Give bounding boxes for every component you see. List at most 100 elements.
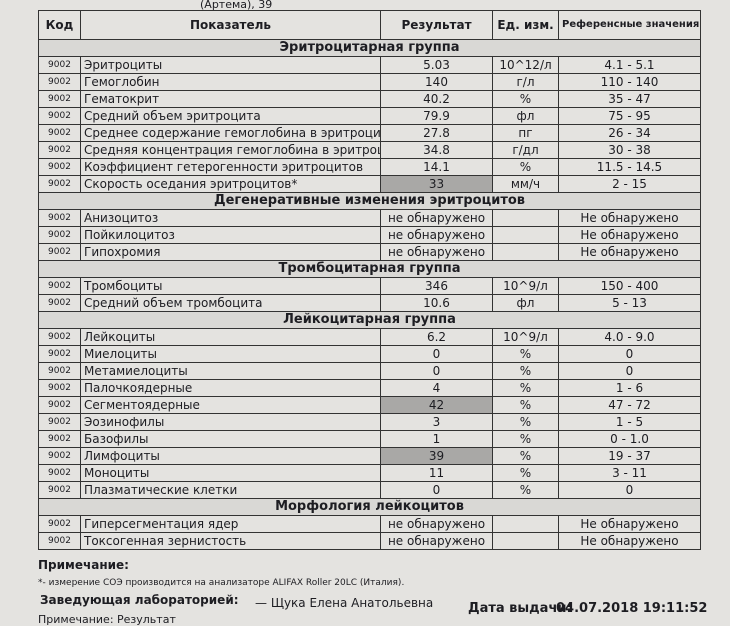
code: 9002 (38, 481, 81, 499)
code: 9002 (38, 447, 81, 465)
indicator: Эозинофилы (80, 413, 381, 431)
result-row: 9002 Гематокрит 40.2% 35 - 47 (38, 90, 701, 108)
code: 9002 (38, 277, 81, 295)
result: 14.1 (380, 158, 493, 176)
column-header: Результат (380, 10, 493, 40)
code: 9002 (38, 430, 81, 448)
unit: % (492, 430, 559, 448)
reference: Не обнаружено (558, 209, 701, 227)
indicator: Токсогенная зернистость (80, 532, 381, 550)
code: 9002 (38, 464, 81, 482)
unit: г/дл (492, 141, 559, 159)
indicator: Тромбоциты (80, 277, 381, 295)
result: 40.2 (380, 90, 493, 108)
result: не обнаружено (380, 515, 493, 533)
reference: Не обнаружено (558, 243, 701, 261)
indicator: Коэффициент гетерогенности эритроцитов (80, 158, 381, 176)
code: 9002 (38, 124, 81, 142)
unit: мм/ч (492, 175, 559, 193)
column-header: Ед. изм. (492, 10, 559, 40)
result: 42 (380, 396, 493, 414)
section-row: Эритроцитарная группа (38, 39, 701, 57)
unit: фл (492, 107, 559, 125)
code: 9002 (38, 379, 81, 397)
reference: 4.1 - 5.1 (558, 56, 701, 74)
indicator: Скорость оседания эритроцитов* (80, 175, 381, 193)
indicator: Эритроциты (80, 56, 381, 74)
code: 9002 (38, 413, 81, 431)
code: 9002 (38, 362, 81, 380)
unit: % (492, 362, 559, 380)
unit (492, 226, 559, 244)
reference: 0 (558, 345, 701, 363)
code: 9002 (38, 532, 81, 550)
indicator: Гематокрит (80, 90, 381, 108)
result-row: 9002 Тромбоциты 346 10^9/л 150 - 400 (38, 277, 701, 295)
result-row: 9002 Анизоцитоз не обнаружено Не обнаружено (38, 209, 701, 227)
result: 0 (380, 345, 493, 363)
code: 9002 (38, 175, 81, 193)
reference: 30 - 38 (558, 141, 701, 159)
reference: 5 - 13 (558, 294, 701, 312)
indicator: Средний объем тромбоцита (80, 294, 381, 312)
indicator: Палочкоядерные (80, 379, 381, 397)
unit: г/л (492, 73, 559, 91)
result-row: 9002 Палочкоядерные 4% 1 - 6 (38, 379, 701, 397)
code: 9002 (38, 56, 81, 74)
note-label: Примечание: (38, 558, 129, 572)
indicator: Гиперсегментация ядер (80, 515, 381, 533)
result-row: 9002 Коэффициент гетерогенности эритроцит… (38, 158, 701, 176)
result-row: 9002 Сегментоядерные 42% 47 - 72 (38, 396, 701, 414)
unit: % (492, 447, 559, 465)
reference: 11.5 - 14.5 (558, 158, 701, 176)
section-title: Лейкоцитарная группа (38, 311, 701, 329)
unit (492, 209, 559, 227)
result-row: 9002 Скорость оседания эритроцитов* 33 мм/ч… (38, 175, 701, 193)
indicator: Лейкоциты (80, 328, 381, 346)
result: 27.8 (380, 124, 493, 142)
head-name: — Щука Елена Анатольевна (255, 596, 434, 610)
column-header: Референсные значения (558, 10, 701, 40)
unit: % (492, 396, 559, 414)
indicator: Гемоглобин (80, 73, 381, 91)
unit: % (492, 464, 559, 482)
reference: 35 - 47 (558, 90, 701, 108)
table-body: Эритроцитарная группа 9002 Эритроциты 5.03 1… (38, 39, 701, 550)
result: 11 (380, 464, 493, 482)
unit (492, 243, 559, 261)
unit: 10^9/л (492, 328, 559, 346)
result: 346 (380, 277, 493, 295)
section-row: Лейкоцитарная группа (38, 311, 701, 329)
result: 0 (380, 481, 493, 499)
reference: 0 (558, 362, 701, 380)
indicator: Средний объем эритроцита (80, 107, 381, 125)
code: 9002 (38, 158, 81, 176)
result-row: 9002 Гемоглобин 140 г/л 110 - 140 (38, 73, 701, 91)
indicator: Пойкилоцитоз (80, 226, 381, 244)
result-row: 9002 Пойкилоцитоз не обнаружено Не обнаруже… (38, 226, 701, 244)
reference: 1 - 6 (558, 379, 701, 397)
result-row: 9002 Метамиелоциты 0% 0 (38, 362, 701, 380)
unit: % (492, 345, 559, 363)
code: 9002 (38, 209, 81, 227)
result-row: 9002 Эозинофилы 3% 1 - 5 (38, 413, 701, 431)
result: 33 (380, 175, 493, 193)
result-row: 9002 Миелоциты 0% 0 (38, 345, 701, 363)
indicator: Лимфоциты (80, 447, 381, 465)
reference: 2 - 15 (558, 175, 701, 193)
result-row: 9002 Гиперсегментация ядер не обнаружено Не… (38, 515, 701, 533)
reference: 110 - 140 (558, 73, 701, 91)
section-title: Дегенеративные изменения эритроцитов (38, 192, 701, 210)
result: 140 (380, 73, 493, 91)
result-row: 9002 Средний объем эритроцита 79.9 фл 75 - 9… (38, 107, 701, 125)
indicator: Метамиелоциты (80, 362, 381, 380)
result-row: 9002 Эритроциты 5.03 10^12/л 4.1 - 5.1 (38, 56, 701, 74)
reference: 75 - 95 (558, 107, 701, 125)
reference: 0 - 1.0 (558, 430, 701, 448)
note: *- измерение СОЭ производится на анализа… (38, 578, 405, 588)
reference: 4.0 - 9.0 (558, 328, 701, 346)
result: 4 (380, 379, 493, 397)
address: (Артема), 39 (200, 0, 273, 11)
